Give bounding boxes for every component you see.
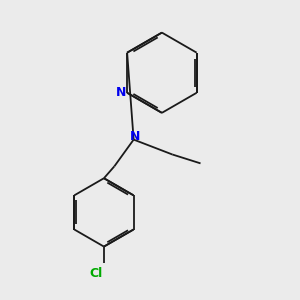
Text: N: N <box>130 130 140 142</box>
Text: Cl: Cl <box>89 267 103 280</box>
Text: N: N <box>116 86 126 99</box>
